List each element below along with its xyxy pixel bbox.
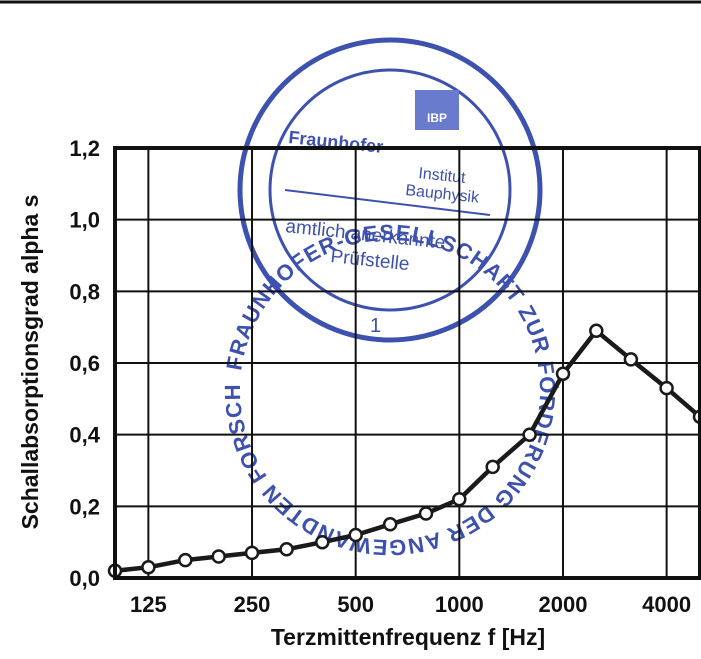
data-point-marker <box>522 427 537 442</box>
x-tick-label: 500 <box>337 592 374 617</box>
y-tick-label: 0,0 <box>69 566 100 591</box>
data-point-marker <box>418 506 434 521</box>
data-point-marker <box>315 534 330 550</box>
tick-labels: 125 250 500 1000 2000 4000 0,0 0,2 0,4 0,6 0,8 1,0 1… <box>69 136 691 617</box>
stamp-number: 1 <box>370 315 381 337</box>
data-point-marker <box>623 352 639 367</box>
stamp-institute-line1: Institut <box>418 165 467 187</box>
y-tick-label: 1,0 <box>69 208 100 233</box>
data-point-marker <box>211 549 226 564</box>
stamp-institute-line2: Bauphysik <box>405 182 481 207</box>
data-point-marker <box>659 380 674 396</box>
y-tick-label: 0,4 <box>69 423 100 448</box>
x-tick-label: 2000 <box>539 592 588 617</box>
data-point-marker <box>589 323 604 339</box>
data-point-marker <box>485 459 500 475</box>
plot-frame <box>113 146 701 580</box>
ibp-logo-text: IBP <box>427 111 447 125</box>
data-point-marker <box>244 545 260 561</box>
x-tick-label: 250 <box>234 592 271 617</box>
ibp-logo-badge <box>415 90 459 130</box>
series-markers <box>107 323 701 579</box>
data-point-marker <box>141 560 156 575</box>
y-tick-label: 0,2 <box>69 494 100 519</box>
stamp-org-name: Fraunhofer <box>288 127 385 157</box>
data-point-marker <box>555 366 571 382</box>
x-axis-label: Terzmittenfrequenz f [Hz] <box>271 624 545 650</box>
data-point-marker <box>279 542 294 557</box>
data-point-marker <box>348 527 363 543</box>
data-point-marker <box>452 491 467 507</box>
y-tick-label: 0,6 <box>69 351 100 376</box>
x-tick-label: 1000 <box>435 592 484 617</box>
y-tick-label: 1,2 <box>69 136 100 161</box>
y-tick-label: 0,8 <box>69 279 100 304</box>
stamp-outer-ring <box>237 37 543 343</box>
data-point-marker <box>382 517 398 532</box>
stamp-inner-ring <box>268 68 512 312</box>
grid-lines <box>115 148 700 578</box>
data-point-marker <box>178 552 193 568</box>
stamp-body-line2: Prüfstelle <box>329 246 410 275</box>
stamp-divider <box>284 189 491 216</box>
x-tick-label: 125 <box>130 592 167 617</box>
x-tick-label: 4000 <box>642 592 691 617</box>
y-axis-label: Schallabsorptionsgrad alpha s <box>17 195 43 530</box>
